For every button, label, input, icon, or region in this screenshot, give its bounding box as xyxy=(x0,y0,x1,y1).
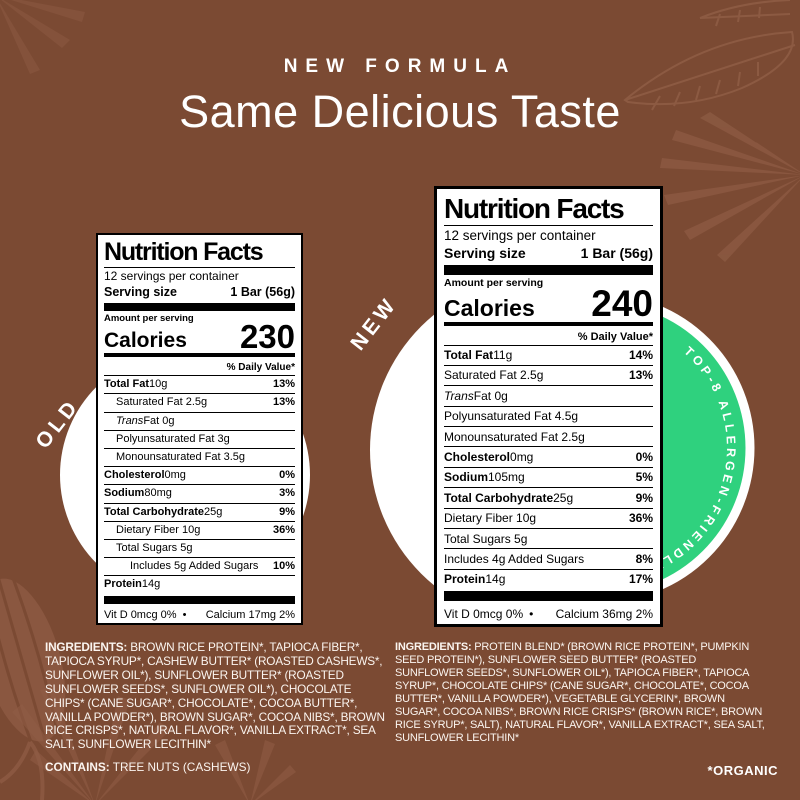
daily-value-header: % Daily Value* xyxy=(577,330,653,343)
nutrient-row: Trans Fat 0g xyxy=(104,411,295,430)
nutrition-title: Nutrition Facts xyxy=(104,240,295,268)
calories-row: Calories 230 xyxy=(104,318,295,356)
nutrient-row: Sodium 80mg 3% xyxy=(104,484,295,502)
nutrient-row: Total Sugars 5g xyxy=(104,538,295,557)
nutrient-row: Trans Fat 0g xyxy=(444,385,653,405)
palm-frond-bottom-left xyxy=(12,686,296,800)
serving-size-row: Serving size 1 Bar (56g) xyxy=(444,244,653,261)
kicker-text: NEW FORMULA xyxy=(283,56,517,77)
nutrient-row: Total Fat 11g 14% xyxy=(444,344,653,365)
amount-per-serving: Amount per serving xyxy=(444,276,544,289)
nutrient-row: Dietary Fiber 10g 36% xyxy=(104,520,295,539)
nutrition-title: Nutrition Facts xyxy=(444,195,653,226)
nutrient-row: Saturated Fat 2.5g 13% xyxy=(444,364,653,385)
serving-size-row: Serving size 1 Bar (56g) xyxy=(104,284,295,299)
cacao-pod-decoration xyxy=(0,578,66,800)
nutrient-row: Saturated Fat 2.5g 13% xyxy=(104,393,295,411)
divider-medium xyxy=(104,353,295,358)
nutrition-panel-new: Nutrition Facts 12 servings per containe… xyxy=(434,186,663,627)
nutrient-row: Includes 4g Added Sugars 8% xyxy=(444,548,653,568)
leaf-decoration-top-left xyxy=(0,0,85,74)
contains-statement: CONTAINS: TREE NUTS (CASHEWS) xyxy=(45,760,251,774)
micronutrient-row: Vit D 0mcg 0% • Calcium 17mg 2% xyxy=(104,609,295,622)
divider-thick xyxy=(444,264,653,275)
nutrient-row: Includes 5g Added Sugars 10% xyxy=(104,557,295,575)
servings-per-container: 12 servings per container xyxy=(104,269,239,283)
calories-row: Calories 240 xyxy=(444,283,653,325)
nutrient-row: Protein 14g 17% xyxy=(444,568,653,589)
nutrient-row: Monounsaturated Fat 2.5g xyxy=(444,426,653,446)
nutrient-row: Polyunsaturated Fat 3g xyxy=(104,429,295,448)
nutrient-row: Total Carbohydrate 25g 9% xyxy=(104,502,295,521)
nutrient-row: Dietary Fiber 10g 36% xyxy=(444,507,653,528)
divider-medium xyxy=(444,321,653,326)
nutrient-row: Sodium 105mg 5% xyxy=(444,466,653,487)
servings-per-container: 12 servings per container xyxy=(444,228,596,243)
ingredients-new: INGREDIENTS: PROTEIN BLEND* (BROWN RICE … xyxy=(395,641,765,744)
divider-thick xyxy=(104,595,295,604)
page-title: Same Delicious Taste xyxy=(179,86,621,137)
nutrient-row: Polyunsaturated Fat 4.5g xyxy=(444,405,653,426)
calories-value: 240 xyxy=(591,283,653,325)
nutrition-panel-old: Nutrition Facts 12 servings per containe… xyxy=(96,233,303,625)
nutrient-row: Total Carbohydrate 25g 9% xyxy=(444,487,653,507)
organic-footnote: *ORGANIC xyxy=(707,763,778,778)
divider-thick xyxy=(104,302,295,311)
daily-value-header: % Daily Value* xyxy=(226,362,295,374)
leaf-decoration-top-right xyxy=(623,0,796,111)
nutrient-row: Protein 14g xyxy=(104,575,295,593)
calories-value: 230 xyxy=(239,318,295,356)
ingredients-old: INGREDIENTS: BROWN RICE PROTEIN*, TAPIOC… xyxy=(45,640,385,752)
amount-per-serving: Amount per serving xyxy=(104,312,194,324)
micronutrient-row: Vit D 0mcg 0% • Calcium 36mg 2% xyxy=(444,606,653,621)
palm-frond-right xyxy=(660,112,800,262)
nutrient-row: Total Fat 10g 13% xyxy=(104,375,295,393)
nutrient-row: Monounsaturated Fat 3.5g xyxy=(104,448,295,466)
nutrient-row: Cholesterol 0mg 0% xyxy=(104,466,295,484)
divider-thick xyxy=(444,591,653,602)
nutrient-row: Cholesterol 0mg 0% xyxy=(444,446,653,466)
nutrient-row: Total Sugars 5g xyxy=(444,528,653,548)
micronutrient-row: Iron 6mg 35%•Potas. 111mg 2% xyxy=(444,623,653,624)
